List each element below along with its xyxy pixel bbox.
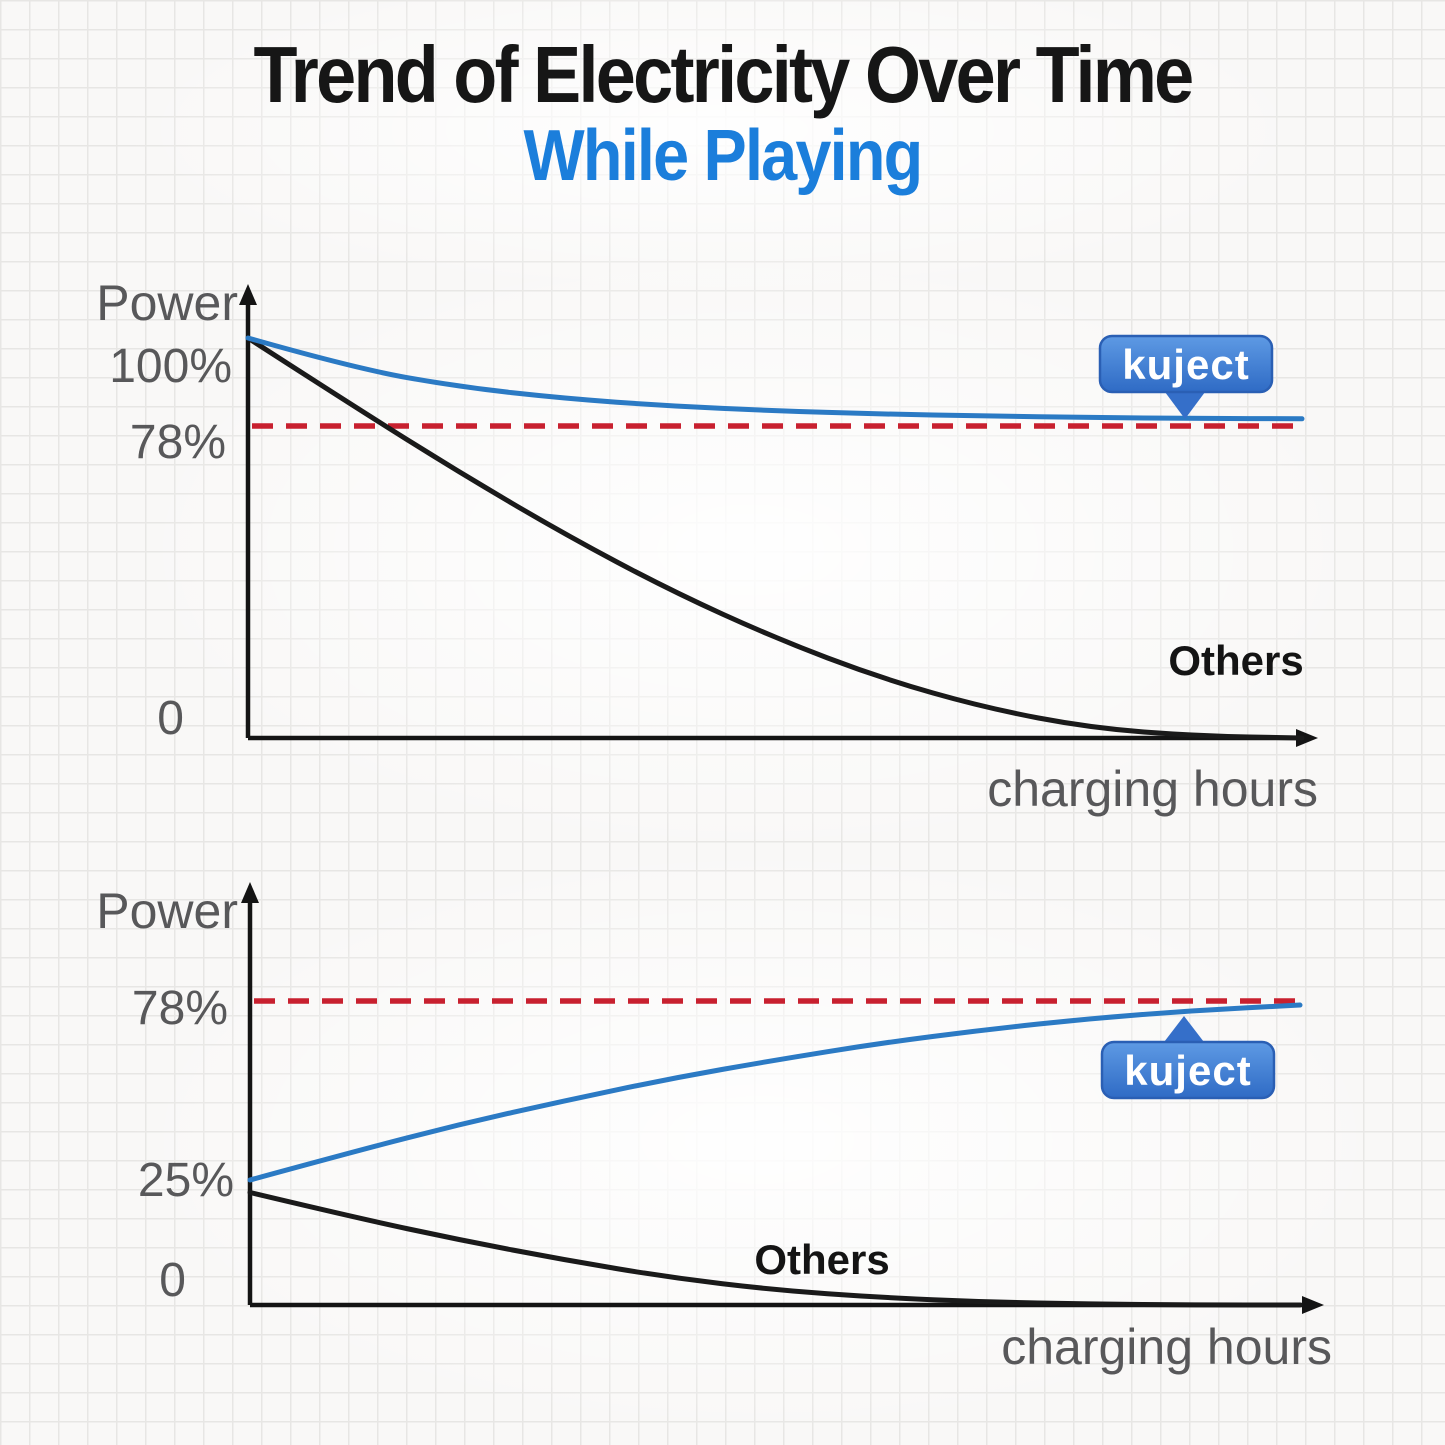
badge-label: kuject bbox=[1122, 341, 1249, 388]
x-axis-arrow-icon bbox=[1296, 729, 1318, 747]
others-curve bbox=[247, 1190, 1303, 1308]
title-block: Trend of Electricity Over Time While Pla… bbox=[0, 34, 1445, 192]
y-axis-arrow-icon bbox=[239, 284, 257, 305]
badge-tail-up-icon bbox=[1161, 1016, 1207, 1046]
y-axis-arrow-icon bbox=[241, 882, 259, 903]
x-axis-label: charging hours bbox=[1001, 1319, 1332, 1375]
y-tick-78: 78% bbox=[132, 982, 228, 1035]
badge-background bbox=[1100, 1040, 1276, 1100]
chart-while-playing-charge: Power 78% 25% 0 charging hours Others ku… bbox=[96, 882, 1332, 1375]
y-axis-label: Power bbox=[96, 275, 238, 331]
chart-while-playing-discharge: Power 100% 78% 0 charging hours Others k… bbox=[96, 275, 1318, 817]
others-series-label: Others bbox=[1168, 637, 1303, 684]
x-axis-label: charging hours bbox=[987, 761, 1318, 817]
badge-label: kuject bbox=[1124, 1047, 1251, 1094]
kuject-curve bbox=[247, 1002, 1303, 1183]
badge-background bbox=[1098, 334, 1274, 394]
others-curve bbox=[245, 335, 1305, 741]
x-axis-arrow-icon bbox=[1302, 1296, 1324, 1314]
y-tick-25: 25% bbox=[138, 1154, 234, 1207]
kuject-badge: kuject bbox=[1100, 1016, 1276, 1100]
y-tick-100: 100% bbox=[109, 340, 232, 393]
y-axis-label: Power bbox=[96, 883, 238, 939]
page-title: Trend of Electricity Over Time bbox=[253, 30, 1194, 119]
y-tick-0: 0 bbox=[159, 1254, 186, 1307]
badge-tail-down-icon bbox=[1162, 388, 1208, 419]
others-series-label: Others bbox=[754, 1236, 889, 1283]
page-subtitle: While Playing bbox=[523, 115, 924, 196]
kuject-curve bbox=[245, 335, 1305, 422]
y-tick-78: 78% bbox=[130, 416, 226, 469]
y-tick-0: 0 bbox=[157, 692, 184, 745]
kuject-badge: kuject bbox=[1098, 334, 1274, 419]
